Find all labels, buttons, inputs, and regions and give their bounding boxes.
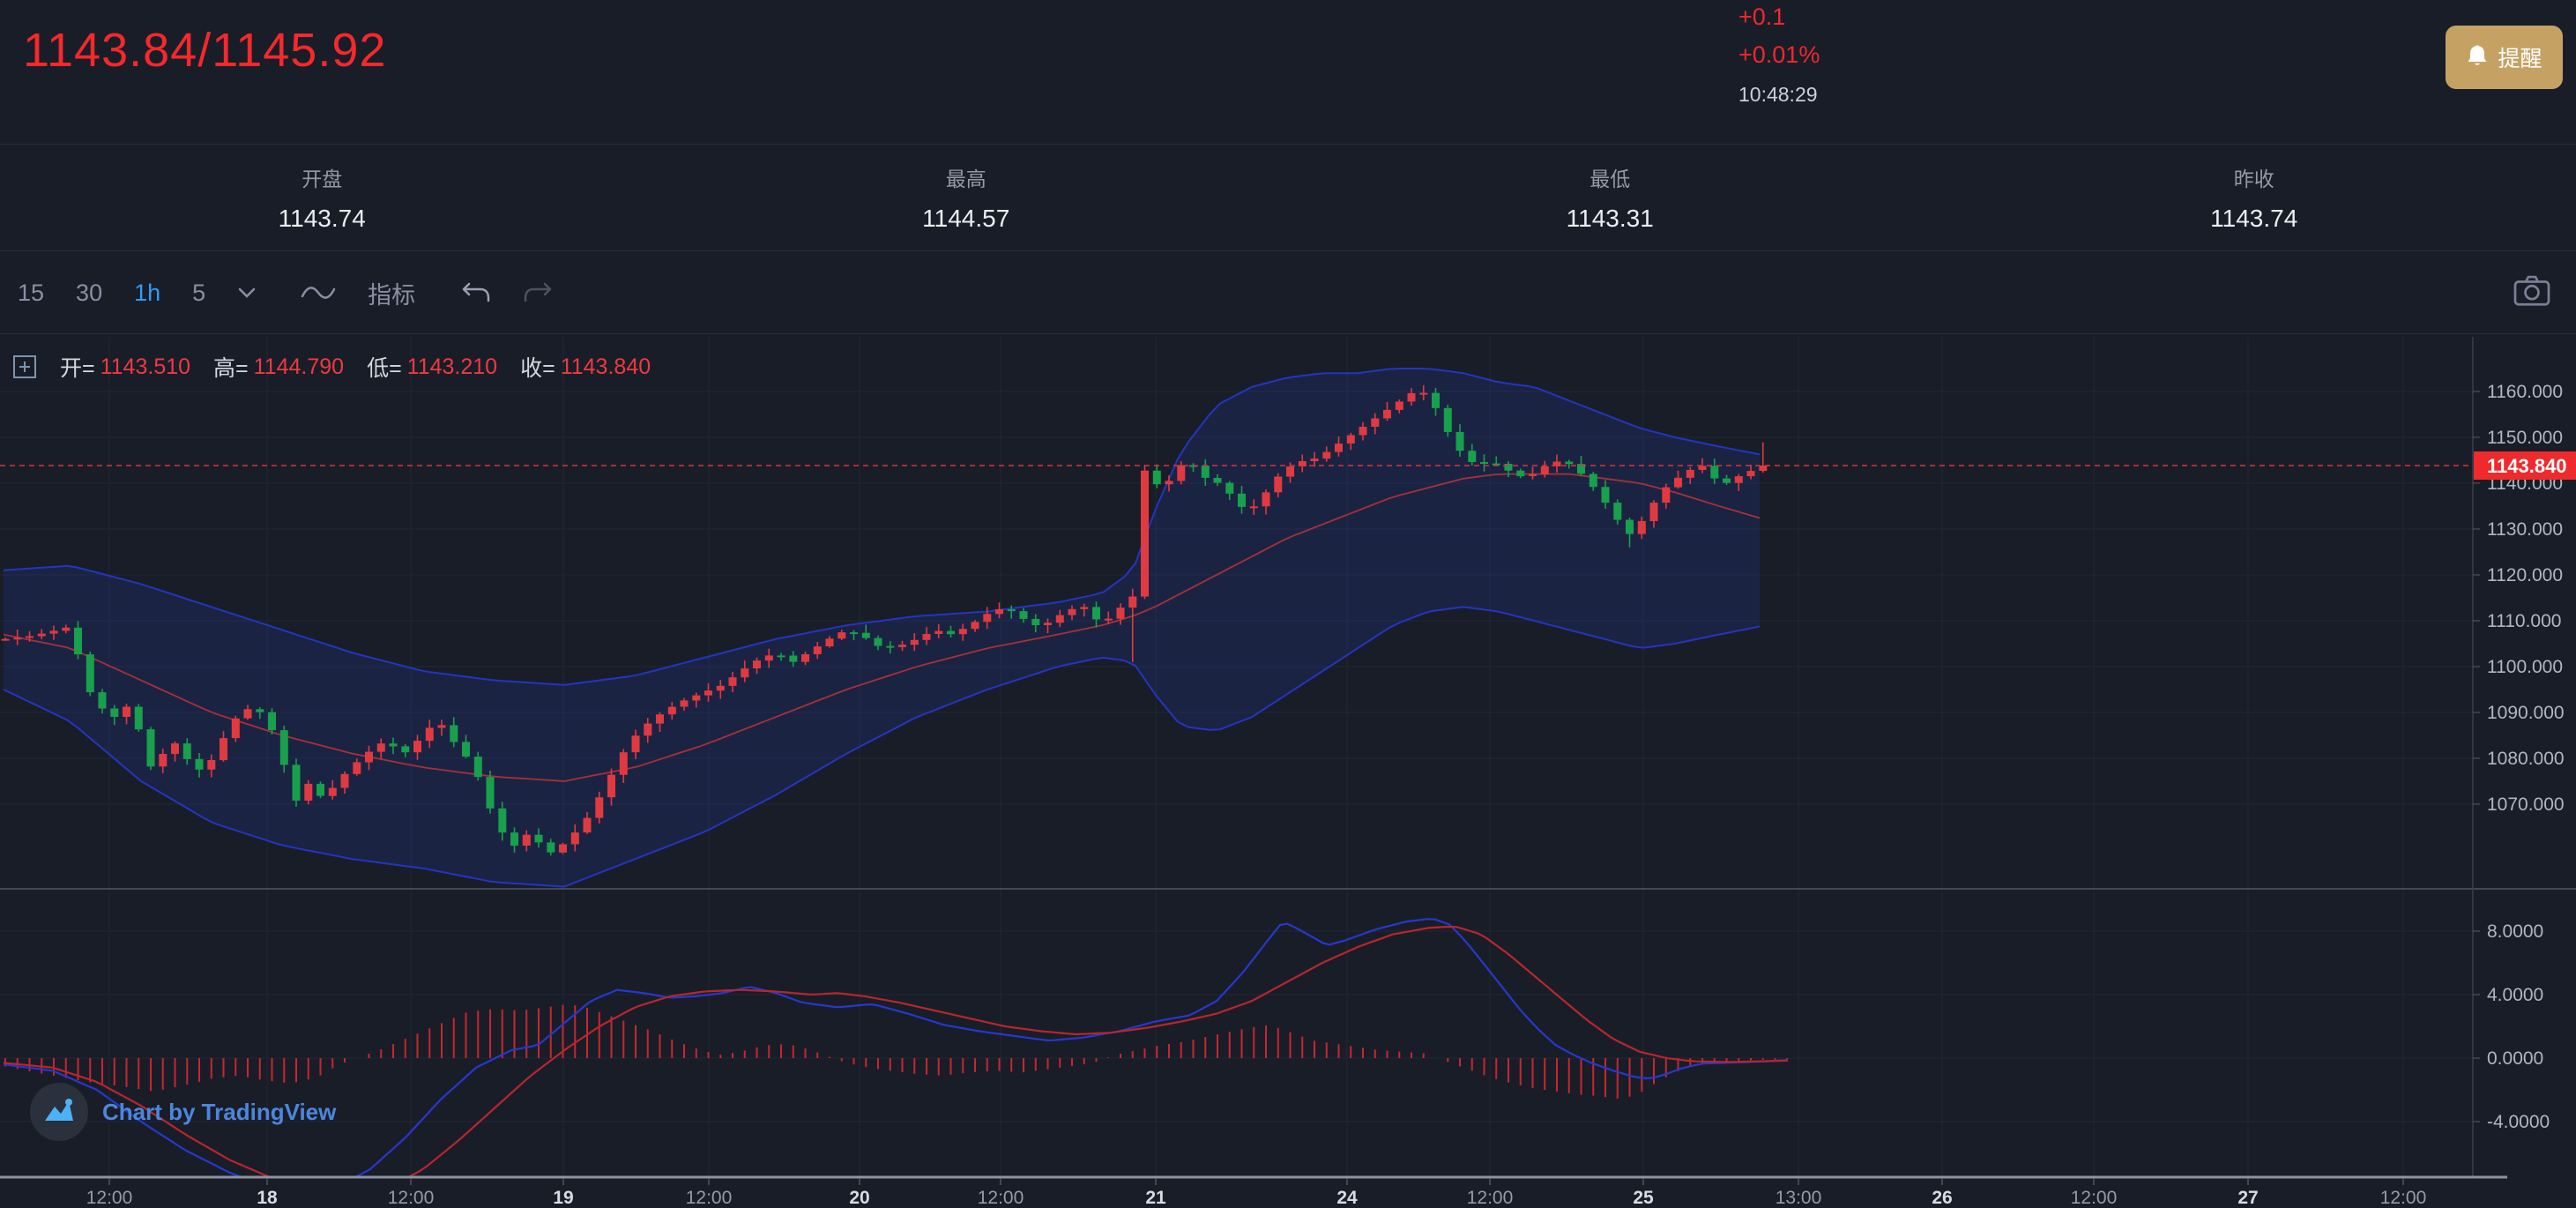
svg-text:1130.000: 1130.000	[2487, 519, 2563, 540]
tradingview-logo-icon	[30, 1083, 88, 1141]
svg-text:12:00: 12:00	[2380, 1188, 2427, 1208]
svg-text:12:00: 12:00	[2071, 1188, 2118, 1208]
interval-30m-button[interactable]: 30	[76, 279, 103, 306]
svg-text:13:00: 13:00	[1776, 1188, 1822, 1208]
ohlc-legend: 开= 1143.510 高= 1144.790 低= 1143.210 收= 1…	[12, 351, 651, 383]
svg-text:1150.000: 1150.000	[2487, 428, 2563, 448]
interval-1h-button[interactable]: 1h	[134, 279, 161, 306]
attribution-text: Chart by TradingView	[102, 1098, 337, 1125]
bell-icon	[2468, 45, 2487, 65]
alert-button-label: 提醒	[2498, 47, 2542, 71]
svg-text:25: 25	[1633, 1188, 1654, 1208]
high-label: 高=	[213, 356, 249, 381]
low-value: 1143.210	[406, 354, 498, 379]
add-compare-icon[interactable]	[12, 354, 37, 379]
svg-text:1090.000: 1090.000	[2487, 703, 2565, 723]
stat-prev-close: 昨收 1143.74	[1932, 145, 2576, 250]
svg-text:1160.000: 1160.000	[2487, 382, 2563, 402]
stat-value: 1144.57	[922, 205, 1010, 232]
svg-text:0.0000: 0.0000	[2487, 1048, 2543, 1069]
redo-icon[interactable]	[523, 281, 553, 304]
time-axis[interactable]	[0, 1177, 2473, 1208]
high-value: 1144.790	[253, 354, 345, 379]
svg-text:12:00: 12:00	[978, 1188, 1024, 1208]
stat-high: 最高 1144.57	[644, 145, 1289, 250]
svg-text:1070.000: 1070.000	[2487, 794, 2565, 815]
stat-value: 1143.31	[1566, 205, 1654, 232]
undo-icon[interactable]	[461, 281, 491, 304]
svg-text:4.0000: 4.0000	[2487, 985, 2543, 1005]
tradingview-attribution[interactable]: Chart by TradingView	[30, 1083, 336, 1141]
close-label: 收=	[520, 356, 555, 381]
quote-header: 1143.84/1145.92 +0.1 +0.01% 10:48:29 提醒	[0, 0, 2576, 143]
svg-text:24: 24	[1336, 1188, 1358, 1208]
svg-text:-4.0000: -4.0000	[2487, 1112, 2550, 1132]
stat-label: 开盘	[302, 168, 343, 190]
svg-text:12:00: 12:00	[388, 1188, 435, 1208]
svg-text:1143.840: 1143.840	[2487, 455, 2567, 477]
interval-5m-button[interactable]: 5	[192, 279, 206, 306]
stat-low: 最低 1143.31	[1288, 145, 1932, 250]
stat-label: 昨收	[2233, 168, 2274, 190]
svg-text:18: 18	[257, 1188, 278, 1208]
candlestick-chart[interactable]: 1160.0001150.0001140.0001130.0001120.000…	[0, 335, 2576, 1208]
chevron-down-icon[interactable]	[237, 287, 257, 299]
stat-open: 开盘 1143.74	[0, 145, 644, 250]
alert-button[interactable]: 提醒	[2446, 26, 2563, 89]
chart-area[interactable]: 1160.000 1150.000 1140.000 1130.000 1120.000…	[0, 335, 2576, 1208]
svg-text:21: 21	[1145, 1188, 1166, 1208]
bid-ask-quote: 1143.84/1145.92	[23, 24, 387, 77]
svg-text:8.0000: 8.0000	[2487, 921, 2543, 942]
stat-value: 1143.74	[278, 205, 366, 232]
price-change-percent: +0.01%	[1738, 41, 1820, 68]
svg-text:12:00: 12:00	[86, 1188, 133, 1208]
daily-stats-row: 开盘 1143.74 最高 1144.57 最低 1143.31 昨收 1143…	[0, 144, 2576, 251]
close-value: 1143.840	[560, 354, 651, 379]
stat-label: 最高	[945, 168, 986, 190]
svg-text:1080.000: 1080.000	[2487, 749, 2565, 769]
open-value: 1143.510	[100, 354, 191, 379]
stat-value: 1143.74	[2210, 205, 2298, 232]
stat-label: 最低	[1590, 168, 1631, 190]
indicators-button[interactable]: 指标	[368, 276, 415, 310]
quote-time: 10:48:29	[1738, 83, 1818, 106]
price-axis[interactable]	[2473, 337, 2576, 1177]
svg-text:1110.000: 1110.000	[2487, 611, 2561, 631]
svg-text:20: 20	[849, 1188, 869, 1208]
open-label: 开=	[60, 356, 95, 381]
svg-text:26: 26	[1932, 1188, 1952, 1208]
interval-15m-button[interactable]: 15	[18, 279, 45, 306]
svg-text:12:00: 12:00	[1467, 1188, 1514, 1208]
svg-text:12:00: 12:00	[686, 1188, 733, 1208]
svg-text:19: 19	[553, 1188, 573, 1208]
low-label: 低=	[367, 356, 402, 381]
svg-text:1120.000: 1120.000	[2487, 565, 2563, 585]
change-block: +0.1 +0.01% 10:48:29	[1738, 5, 1820, 105]
camera-snapshot-icon[interactable]	[2513, 273, 2551, 311]
price-change: +0.1	[1738, 4, 1786, 30]
svg-text:1100.000: 1100.000	[2487, 657, 2563, 677]
svg-text:27: 27	[2237, 1188, 2258, 1208]
chart-toolbar: 15 30 1h 5 指标	[0, 252, 2576, 334]
chart-style-icon[interactable]	[301, 282, 336, 303]
